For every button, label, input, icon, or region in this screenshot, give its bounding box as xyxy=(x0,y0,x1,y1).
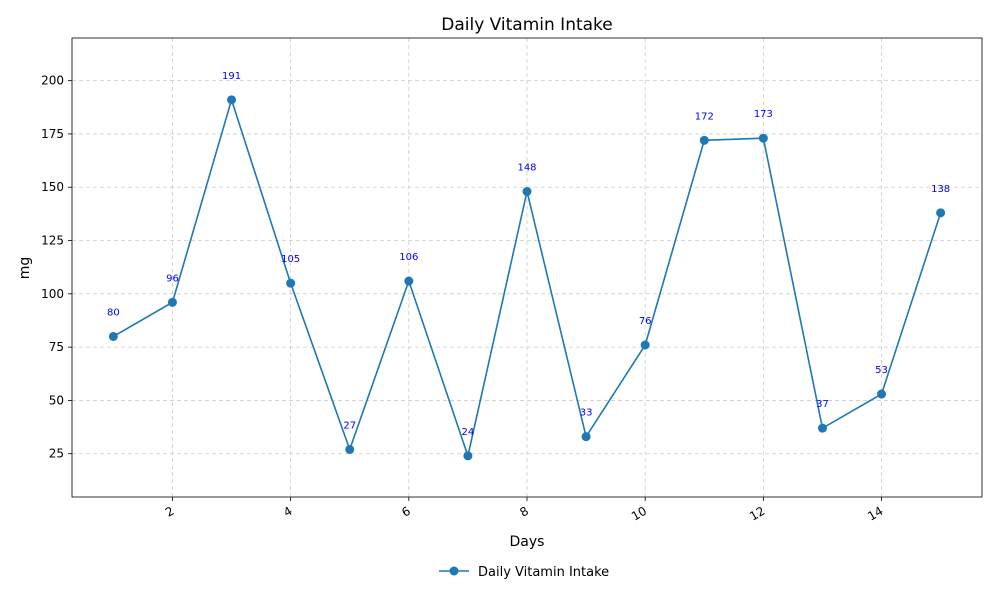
data-point xyxy=(640,340,650,350)
grid xyxy=(72,38,982,497)
data-label: 76 xyxy=(639,316,652,327)
data-label: 105 xyxy=(281,254,300,265)
data-label: 191 xyxy=(222,71,241,82)
data-label: 96 xyxy=(166,273,179,284)
data-label: 148 xyxy=(517,162,536,173)
legend-label: Daily Vitamin Intake xyxy=(478,565,609,580)
data-point xyxy=(877,389,887,399)
data-point xyxy=(227,95,237,105)
series-layer xyxy=(108,95,946,461)
y-tick-label: 200 xyxy=(41,74,64,88)
y-tick-label: 100 xyxy=(41,287,64,301)
data-point xyxy=(581,432,591,442)
chart-title: Daily Vitamin Intake xyxy=(441,15,613,35)
data-point xyxy=(936,208,946,218)
x-tick-label: 10 xyxy=(629,504,649,524)
data-label: 27 xyxy=(343,420,356,431)
legend: Daily Vitamin Intake xyxy=(439,565,609,580)
data-point xyxy=(522,186,532,196)
data-point xyxy=(699,135,709,145)
data-label: 138 xyxy=(931,184,950,195)
data-labels: 80 96 191 105 27 106 24 148 33 76 172 173 37 53 138 xyxy=(107,71,950,438)
data-point xyxy=(108,331,118,341)
y-tick-label: 50 xyxy=(49,393,64,407)
data-label: 24 xyxy=(462,427,475,438)
y-axis-ticks: 25 50 75 100 125 150 175 200 xyxy=(41,74,72,461)
legend-marker xyxy=(449,566,459,576)
y-tick-label: 125 xyxy=(41,234,64,248)
x-axis-title: Days xyxy=(510,534,545,550)
data-point xyxy=(345,444,355,454)
y-tick-label: 150 xyxy=(41,180,64,194)
data-point xyxy=(167,297,177,307)
y-tick-label: 25 xyxy=(49,447,64,461)
data-label: 80 xyxy=(107,307,120,318)
data-point xyxy=(463,451,473,461)
data-point xyxy=(817,423,827,433)
data-label: 106 xyxy=(399,252,418,263)
data-point xyxy=(286,278,296,288)
data-point xyxy=(404,276,414,286)
y-axis-title: mg xyxy=(17,257,33,280)
data-label: 33 xyxy=(580,408,593,419)
data-point xyxy=(758,133,768,143)
y-tick-label: 75 xyxy=(49,340,64,354)
y-tick-label: 175 xyxy=(41,127,64,141)
x-tick-label: 14 xyxy=(865,504,885,524)
data-label: 53 xyxy=(875,365,888,376)
data-label: 37 xyxy=(816,399,829,410)
data-label: 173 xyxy=(754,109,773,120)
data-label: 172 xyxy=(695,111,714,122)
x-tick-label: 12 xyxy=(747,504,767,524)
